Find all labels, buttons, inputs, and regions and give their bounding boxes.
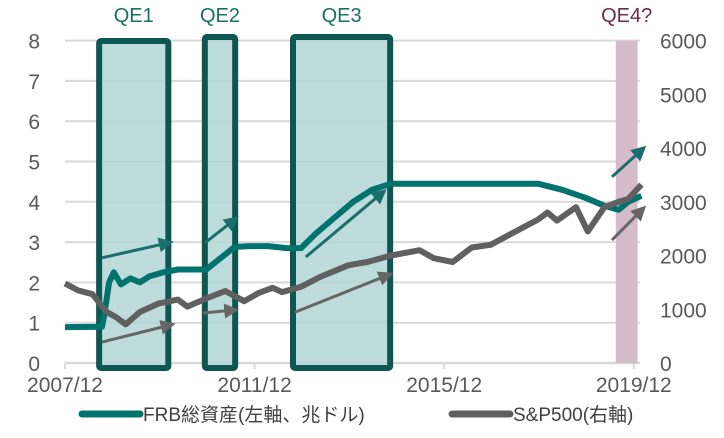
frb-trend-arrow: [203, 216, 239, 245]
period-label: QE1: [114, 5, 154, 27]
x-tick-label: 2019/12: [596, 374, 672, 397]
trend-arrows: [101, 145, 647, 344]
sp500-trend-arrow: [101, 320, 176, 344]
period-boxes: [96, 34, 394, 371]
sp500-trend-arrow: [610, 205, 647, 242]
y-right-tick-label: 5000: [660, 84, 707, 107]
sp500-trend-arrow: [294, 271, 394, 314]
frb-assets-line: [64, 180, 643, 331]
series-lines: [63, 180, 644, 331]
y-left-tick-label: 6: [28, 111, 40, 134]
x-tick-label: 2007/12: [27, 374, 103, 397]
qe-period-box: [289, 34, 394, 371]
sp500-line: [63, 182, 644, 328]
legend-label-sp500: S&P500(右軸): [513, 404, 633, 426]
y-right-tick-label: 4000: [660, 138, 707, 161]
frb-trend-arrow: [101, 237, 174, 260]
y-right-tick-label: 3000: [660, 192, 707, 215]
period-label: QE3: [322, 5, 362, 27]
qe-period-box: [201, 34, 239, 371]
y-right-tick-label: 2000: [660, 246, 707, 269]
legend: FRB総資産(左軸、兆ドル) S&P500(右軸): [78, 404, 633, 426]
y-right-tick-label: 0: [660, 353, 672, 376]
x-tick-label: 2011/12: [217, 374, 291, 397]
y-left-tick-label: 4: [28, 192, 40, 215]
y-left-tick-label: 8: [28, 31, 40, 54]
x-tick-label: 2015/12: [406, 374, 482, 397]
y-left-tick-label: 0: [28, 353, 40, 376]
y-right-tick-label: 1000: [660, 299, 707, 322]
y-left-tick-label: 5: [28, 152, 40, 175]
legend-label-frb: FRB総資産(左軸、兆ドル): [143, 404, 365, 426]
y-left-tick-label: 1: [28, 313, 40, 336]
tick-labels: 0 1 2 3 4 5 6 7 8 0 1000 2000 3000 4000 5000 6000 2007/1…: [27, 5, 707, 397]
y-left-tick-label: 7: [28, 71, 40, 94]
period-label: QE4?: [601, 5, 652, 27]
y-left-tick-label: 2: [28, 272, 40, 295]
y-right-tick-label: 6000: [660, 31, 707, 54]
frb-trend-arrow: [304, 189, 387, 259]
frb-trend-arrow: [610, 145, 647, 178]
period-label: QE2: [200, 5, 240, 27]
sp500-trend-arrow: [202, 303, 240, 319]
y-left-tick-label: 3: [28, 232, 40, 255]
qe-period-box: [96, 38, 172, 371]
